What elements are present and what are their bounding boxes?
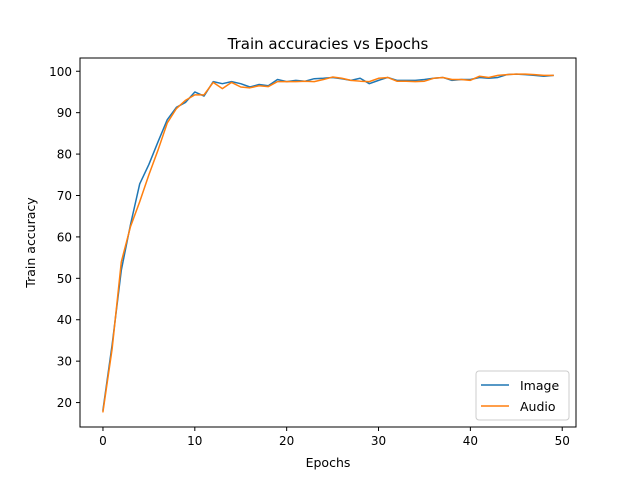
y-tick-label: 60 — [57, 230, 72, 244]
legend-box — [475, 370, 570, 421]
y-tick-label: 90 — [57, 106, 72, 120]
x-tick-label: 40 — [463, 434, 478, 448]
ticks-layer: 0 10 20 30 40 50 20 30 40 50 60 70 80 90 100 — [49, 65, 570, 448]
series-layer — [102, 73, 554, 413]
y-axis-label: Train accuracy — [23, 197, 38, 289]
series-line-audio — [102, 73, 554, 413]
x-axis-label: Epochs — [306, 455, 351, 470]
x-tick-label: 50 — [555, 434, 570, 448]
legend: Image Audio — [475, 370, 570, 421]
y-tick-label: 30 — [57, 355, 72, 369]
y-tick-label: 20 — [57, 396, 72, 410]
y-tick-label: 80 — [57, 148, 72, 162]
y-tick-label: 70 — [57, 189, 72, 203]
x-tick-label: 20 — [279, 434, 294, 448]
chart-title: Train accuracies vs Epochs — [227, 35, 429, 53]
plot-frame — [79, 57, 577, 428]
legend-label-audio: Audio — [520, 399, 556, 414]
y-tick-label: 40 — [57, 313, 72, 327]
legend-label-image: Image — [520, 378, 559, 393]
y-tick-label: 100 — [49, 65, 72, 79]
x-tick-label: 30 — [371, 434, 386, 448]
x-tick-label: 0 — [99, 434, 107, 448]
y-tick-label: 50 — [57, 272, 72, 286]
series-line-image — [102, 73, 554, 411]
x-tick-label: 10 — [187, 434, 202, 448]
